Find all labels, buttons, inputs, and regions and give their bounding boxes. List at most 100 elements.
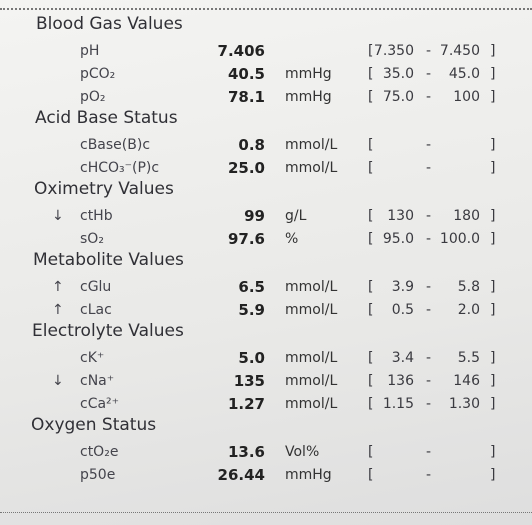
unit: mmol/L <box>285 302 338 318</box>
range-high: 180 <box>453 208 480 224</box>
value: 6.5 <box>238 278 265 296</box>
top-rule <box>0 8 532 10</box>
bracket: [ <box>368 279 374 295</box>
range-low: 35.0 <box>382 66 414 82</box>
section-title: Blood Gas Values <box>36 14 183 34</box>
value: 7.406 <box>217 42 265 60</box>
bracket: ] <box>490 66 496 82</box>
value: 26.44 <box>217 466 265 484</box>
range-high: 7.450 <box>439 43 480 59</box>
range-low: 95.0 <box>382 231 414 247</box>
bracket: ] <box>490 467 496 483</box>
parameter: cBase(B)c <box>80 137 151 153</box>
unit: mmol/L <box>285 137 338 153</box>
range-low: 3.9 <box>391 279 414 295</box>
unit: mmol/L <box>285 350 338 366</box>
unit: mmHg <box>285 66 332 82</box>
range-high: 1.30 <box>448 396 480 412</box>
bracket: ] <box>490 137 496 153</box>
parameter: pH <box>80 43 100 59</box>
parameter: pCO₂ <box>80 66 116 82</box>
bracket: [ <box>368 43 374 59</box>
bracket: ] <box>490 43 496 59</box>
dash: - <box>426 208 432 224</box>
dash: - <box>426 396 432 412</box>
unit: Vol% <box>285 444 320 460</box>
unit: mmol/L <box>285 396 338 412</box>
dash: - <box>426 279 432 295</box>
bracket: [ <box>368 302 374 318</box>
bracket: ] <box>490 350 496 366</box>
range-low: 3.4 <box>391 350 414 366</box>
bracket: [ <box>368 373 374 389</box>
unit: mmol/L <box>285 373 338 389</box>
flag: ↓ <box>52 208 64 224</box>
value: 13.6 <box>227 443 265 461</box>
section-title: Electrolyte Values <box>32 321 184 341</box>
value: 97.6 <box>227 230 265 248</box>
dash: - <box>426 137 432 153</box>
range-high: 100.0 <box>439 231 480 247</box>
value: 5.0 <box>238 349 265 367</box>
bracket: ] <box>490 396 496 412</box>
bracket: [ <box>368 208 374 224</box>
bracket: [ <box>368 467 374 483</box>
section-title: Oximetry Values <box>34 179 174 199</box>
value: 5.9 <box>238 301 265 319</box>
value: 1.27 <box>227 395 265 413</box>
range-high: 100 <box>453 89 480 105</box>
dash: - <box>426 350 432 366</box>
flag: ↑ <box>52 302 64 318</box>
dash: - <box>426 467 432 483</box>
range-low: 7.350 <box>373 43 414 59</box>
dash: - <box>426 373 432 389</box>
bracket: [ <box>368 89 374 105</box>
bracket: ] <box>490 160 496 176</box>
value: 99 <box>244 207 265 225</box>
bracket: ] <box>490 89 496 105</box>
bottom-rule <box>0 512 532 513</box>
unit: % <box>285 231 299 247</box>
range-low: 130 <box>387 208 414 224</box>
dash: - <box>426 66 432 82</box>
range-high: 5.5 <box>457 350 480 366</box>
dash: - <box>426 302 432 318</box>
value: 25.0 <box>227 159 265 177</box>
unit: mmHg <box>285 89 332 105</box>
bracket: ] <box>490 279 496 295</box>
dash: - <box>426 43 432 59</box>
bracket: [ <box>368 444 374 460</box>
bracket: ] <box>490 208 496 224</box>
bracket: [ <box>368 396 374 412</box>
parameter: pO₂ <box>80 89 106 105</box>
bracket: [ <box>368 350 374 366</box>
parameter: cNa⁺ <box>80 373 115 389</box>
parameter: sO₂ <box>80 231 104 247</box>
dash: - <box>426 231 432 247</box>
bracket: ] <box>490 231 496 247</box>
range-low: 136 <box>387 373 414 389</box>
range-high: 146 <box>453 373 480 389</box>
range-low: 75.0 <box>382 89 414 105</box>
unit: mmol/L <box>285 279 338 295</box>
bracket: [ <box>368 66 374 82</box>
parameter: cCa²⁺ <box>80 396 120 412</box>
unit: mmol/L <box>285 160 338 176</box>
range-high: 5.8 <box>457 279 480 295</box>
parameter: cK⁺ <box>80 350 105 366</box>
parameter: cGlu <box>80 279 112 295</box>
value: 0.8 <box>238 136 265 154</box>
section-title: Oxygen Status <box>31 415 157 435</box>
unit: g/L <box>285 208 307 224</box>
flag: ↓ <box>52 373 64 389</box>
value: 78.1 <box>227 88 265 106</box>
range-high: 45.0 <box>448 66 480 82</box>
parameter: p50e <box>80 467 116 483</box>
parameter: ctO₂e <box>80 444 119 460</box>
bracket: [ <box>368 231 374 247</box>
dash: - <box>426 160 432 176</box>
dash: - <box>426 89 432 105</box>
parameter: cLac <box>80 302 112 318</box>
bracket: ] <box>490 302 496 318</box>
